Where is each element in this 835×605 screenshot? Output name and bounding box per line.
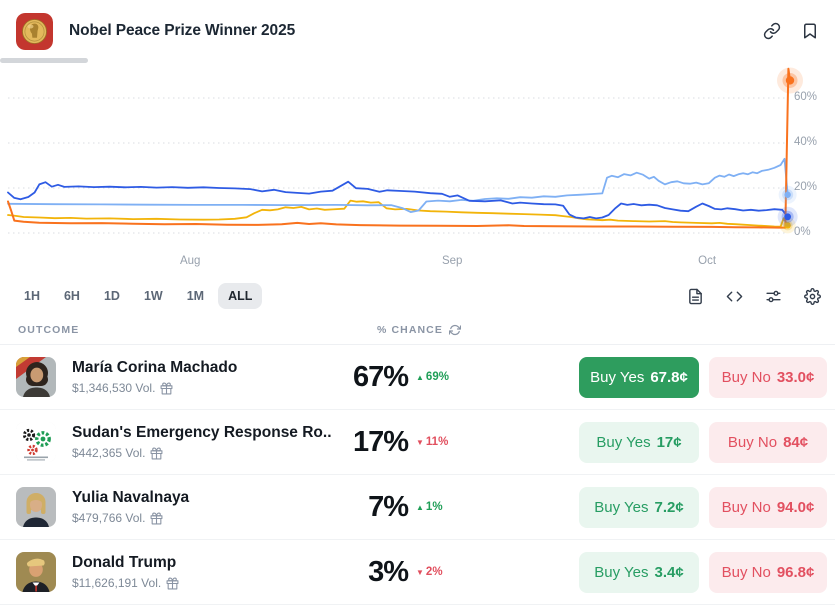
y-axis-tick-label: 20% — [794, 181, 818, 193]
x-axis-month-label: Oct — [698, 255, 717, 267]
chance-column-label: % CHANCE — [377, 324, 461, 336]
outcome-avatar — [16, 422, 56, 462]
x-axis-month-label: Sep — [441, 255, 463, 267]
outcome-row[interactable]: María Corina Machado $1,346,530 Vol. 67%… — [0, 345, 835, 410]
buy-no-button[interactable]: Buy No 94.0¢ — [709, 486, 827, 528]
outcome-list: María Corina Machado $1,346,530 Vol. 67%… — [0, 345, 835, 605]
chance-change-badge: ▼ 2% — [416, 566, 443, 578]
sliders-icon[interactable] — [765, 288, 782, 305]
outcome-row[interactable]: Yulia Navalnaya $479,766 Vol. 7% ▲ 1% Bu… — [0, 475, 835, 540]
outcome-table-header: OUTCOME % CHANCE — [0, 315, 835, 345]
summary-doc-icon[interactable] — [687, 288, 704, 305]
nobel-medal-icon — [16, 12, 53, 50]
gift-icon[interactable] — [160, 382, 173, 395]
outcome-name: Yulia Navalnaya — [72, 489, 190, 506]
x-axis-month-label: Aug — [179, 255, 201, 267]
chance-change-badge: ▲ 1% — [416, 501, 443, 513]
bookmark-icon[interactable] — [801, 22, 819, 40]
outcome-volume: $1,346,530 Vol. — [72, 381, 156, 395]
outcome-volume: $11,626,191 Vol. — [72, 576, 162, 590]
chance-value: 3% — [368, 555, 409, 588]
embed-code-icon[interactable] — [726, 288, 743, 305]
buy-no-button[interactable]: Buy No 33.0¢ — [709, 356, 827, 398]
timeframe-buttons: 1H 6H 1D 1W 1M ALL — [14, 283, 266, 309]
market-header: Nobel Peace Prize Winner 2025 — [0, 0, 835, 62]
timeframe-all[interactable]: ALL — [218, 283, 263, 309]
gift-icon[interactable] — [166, 577, 179, 590]
buy-yes-button[interactable]: Buy Yes 17¢ — [579, 421, 699, 463]
buy-yes-button[interactable]: Buy Yes 3.4¢ — [579, 551, 699, 593]
chart-area: 60% 40% 20% 0% Aug Sep Oct — [0, 58, 835, 277]
buy-yes-button[interactable]: Buy Yes 67.8¢ — [579, 356, 699, 398]
timeframe-1h[interactable]: 1H — [14, 283, 50, 309]
outcome-volume: $442,365 Vol. — [72, 446, 146, 460]
outcome-name: Sudan's Emergency Response Ro... — [72, 424, 332, 441]
chance-value: 7% — [368, 490, 409, 523]
buy-no-button[interactable]: Buy No 96.8¢ — [709, 551, 827, 593]
timeframe-1m[interactable]: 1M — [177, 283, 214, 309]
buy-yes-button[interactable]: Buy Yes 7.2¢ — [579, 486, 699, 528]
outcome-row[interactable]: Donald Trump $11,626,191 Vol. 3% ▼ 2% Bu… — [0, 540, 835, 605]
chance-value: 17% — [352, 425, 409, 458]
y-axis-tick-label: 60% — [794, 91, 818, 103]
timeframe-1w[interactable]: 1W — [134, 283, 173, 309]
outcome-avatar — [16, 357, 56, 397]
price-chart[interactable] — [0, 62, 835, 257]
timeframe-1d[interactable]: 1D — [94, 283, 130, 309]
change-arrow-icon: ▲ — [416, 502, 424, 512]
outcome-column-label: OUTCOME — [18, 324, 80, 336]
settings-gear-icon[interactable] — [804, 287, 821, 305]
page-title: Nobel Peace Prize Winner 2025 — [69, 22, 296, 39]
x-axis-labels: Aug Sep Oct — [0, 255, 835, 271]
outcome-name: María Corina Machado — [72, 359, 238, 376]
gift-icon[interactable] — [150, 447, 163, 460]
change-arrow-icon: ▲ — [416, 372, 424, 382]
chance-change-badge: ▼ 11% — [416, 436, 449, 448]
chance-change-badge: ▲ 69% — [416, 371, 449, 383]
outcome-avatar — [16, 487, 56, 527]
chart-toolbar: 1H 6H 1D 1W 1M ALL — [0, 277, 835, 315]
buy-no-button[interactable]: Buy No 84¢ — [709, 421, 827, 463]
y-axis-tick-label: 40% — [794, 136, 818, 148]
chart-scroll-handle[interactable] — [0, 58, 88, 63]
link-icon[interactable] — [763, 22, 781, 40]
outcome-name: Donald Trump — [72, 554, 177, 571]
timeframe-6h[interactable]: 6H — [54, 283, 90, 309]
outcome-avatar — [16, 552, 56, 592]
chance-value: 67% — [352, 360, 409, 393]
change-arrow-icon: ▼ — [416, 567, 424, 577]
refresh-icon[interactable] — [448, 324, 461, 336]
y-axis-tick-label: 0% — [794, 226, 811, 238]
outcome-row[interactable]: Sudan's Emergency Response Ro... $442,36… — [0, 410, 835, 475]
outcome-volume: $479,766 Vol. — [72, 511, 146, 525]
gift-icon[interactable] — [150, 512, 163, 525]
change-arrow-icon: ▼ — [416, 437, 424, 447]
